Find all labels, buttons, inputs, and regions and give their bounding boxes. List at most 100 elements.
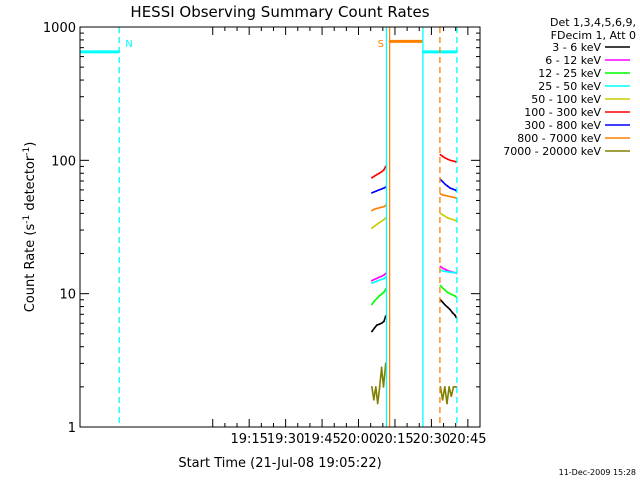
data-point-2-1-2 [444,289,447,292]
data-point-3-3-6 [454,271,456,274]
data-point-1-0-1 [373,278,376,281]
legend-header-line-1: Det 1,3,4,5,6,9, [550,16,636,29]
data-point-6-0-2 [375,190,378,192]
event-marker-label-0: N [125,39,132,50]
x-tick-label-3: 20:00 [340,432,377,447]
data-point-7-2-1 [441,194,444,196]
y-tick-label-0: 1 [68,421,76,436]
data-point-5-1-5 [451,160,454,162]
data-point-7-0-1 [373,208,376,211]
data-point-0-0-0 [371,330,373,333]
data-point-7-2-4 [449,195,451,198]
plot-frame [79,26,481,428]
x-axis-label: Start Time (21-Jul-08 19:05:22) [178,456,381,471]
x-tick-label-1: 19:30 [267,432,304,447]
data-point-8-0-0 [371,386,373,388]
data-point-2-1-6 [454,295,456,297]
x-tick-label-4: 20:15 [376,432,413,447]
data-point-4-0-3 [378,221,381,224]
data-point-0-1-1 [441,301,444,304]
data-point-0-1-2 [444,304,447,307]
data-point-2-0-4 [380,293,383,296]
data-point-6-0-1 [373,191,376,193]
data-point-7-0-0 [371,209,373,212]
legend: Det 1,3,4,5,6,9, FDecim 1, Att 0 3 - 6 k… [503,16,636,158]
data-point-0-1-6 [454,314,456,317]
data-point-4-1-2 [444,215,447,218]
data-point-5-1-2 [444,157,447,160]
data-point-2-0-0 [371,303,373,306]
data-point-4-0-4 [380,220,383,223]
data-point-4-1-5 [451,218,454,221]
data-point-3-3-1 [441,270,444,272]
data-point-7-0-4 [380,206,383,209]
data-point-3-3-4 [449,271,451,274]
legend-label-2: 12 - 25 keV [538,67,601,80]
data-point-8-1-5 [450,395,453,398]
data-point-1-1-1 [441,267,444,270]
data-point-2-0-5 [383,291,385,293]
data-point-8-0-6 [382,386,385,388]
series-line-8-segment-1 [439,386,457,404]
data-point-3-1-0 [371,282,373,284]
data-point-3-1-2 [375,280,378,283]
data-point-3-3-3 [446,270,449,273]
data-point-6-0-5 [383,187,385,189]
data-point-6-1-4 [449,187,451,189]
x-tick-label-5: 20:30 [413,432,450,447]
x-tick-label-2: 19:45 [303,432,340,447]
data-point-1-0-4 [380,275,383,278]
data-point-0-0-5 [383,320,385,323]
y-axis-label-end: ) [23,142,38,147]
legend-label-7: 800 - 7000 keV [517,132,601,145]
legend-label-8: 7000 - 20000 keV [503,145,601,158]
data-point-6-1-5 [451,188,454,190]
data-point-7-0-3 [378,207,381,209]
data-point-1-0-2 [375,277,378,280]
chart-title: HESSI Observing Summary Count Rates [130,3,429,21]
data-point-8-1-4 [448,386,450,388]
data-point-1-0-3 [378,276,381,279]
data-point-4-1-4 [449,217,451,220]
data-point-0-1-4 [449,308,451,311]
data-point-7-2-0 [439,193,442,195]
data-point-5-0-0 [371,176,373,179]
data-point-8-0-5 [380,366,383,369]
y-axis-label-sup2: -1 [22,147,32,156]
y-tick-label-3: 1000 [43,21,76,36]
data-point-2-1-3 [446,291,449,294]
data-point-3-1-3 [378,279,381,282]
data-point-0-0-4 [380,322,383,325]
data-point-3-3-2 [444,270,447,273]
data-point-2-0-3 [378,295,381,297]
data-point-0-1-3 [446,306,449,309]
data-layer [79,39,458,405]
data-point-1-1-2 [444,268,447,271]
data-point-7-2-6 [454,196,456,199]
data-point-7-0-2 [375,207,378,210]
data-point-3-1-5 [383,277,385,280]
data-point-3-3-5 [451,271,454,274]
data-point-0-0-3 [378,323,381,326]
data-point-1-1-0 [439,265,442,268]
x-tick-label-0: 19:15 [230,432,267,447]
data-point-3-1-1 [373,281,376,284]
data-point-2-1-5 [451,293,454,296]
data-point-5-1-0 [439,153,442,156]
data-point-6-0-4 [380,188,383,190]
data-point-8-0-2 [374,386,377,388]
data-point-6-1-1 [441,180,444,183]
footer-timestamp: 11-Dec-2009 15:28 [559,468,636,477]
data-point-7-2-5 [451,196,454,199]
y-tick-label-1: 10 [59,288,76,303]
data-point-6-0-0 [371,192,373,194]
data-point-5-1-3 [446,158,449,161]
data-point-8-0-1 [372,398,375,401]
legend-label-6: 300 - 800 keV [524,119,601,132]
data-point-7-2-3 [446,195,449,197]
data-point-2-0-2 [375,297,378,300]
data-point-2-1-4 [449,292,451,295]
data-point-6-1-3 [446,185,449,188]
